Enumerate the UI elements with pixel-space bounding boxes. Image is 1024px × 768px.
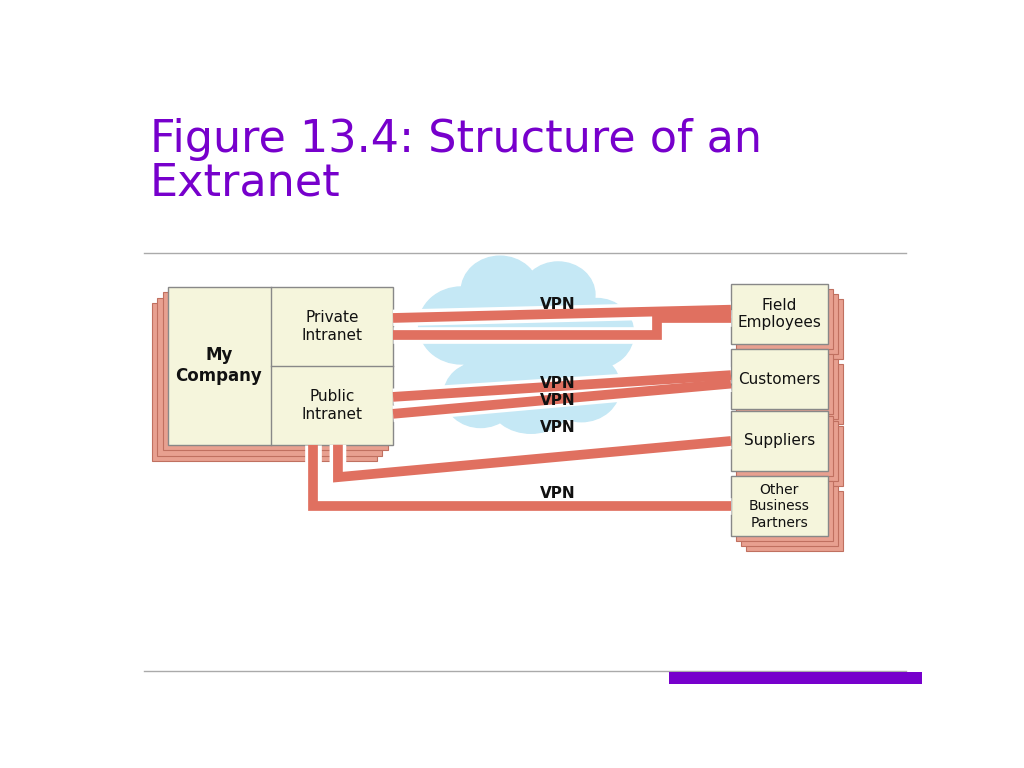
Ellipse shape xyxy=(443,362,517,428)
Text: Customers: Customers xyxy=(738,372,820,387)
FancyBboxPatch shape xyxy=(731,411,827,471)
FancyBboxPatch shape xyxy=(741,294,838,354)
FancyBboxPatch shape xyxy=(163,293,388,450)
Ellipse shape xyxy=(419,287,504,364)
Bar xyxy=(670,672,922,682)
Ellipse shape xyxy=(521,262,595,327)
Text: Private
Intranet: Private Intranet xyxy=(301,310,362,343)
Text: Extranet: Extranet xyxy=(150,161,340,204)
FancyBboxPatch shape xyxy=(741,359,838,419)
Text: VPN: VPN xyxy=(541,393,575,409)
Text: VPN: VPN xyxy=(541,297,575,313)
Text: VPN: VPN xyxy=(541,376,575,392)
FancyBboxPatch shape xyxy=(731,476,827,537)
FancyBboxPatch shape xyxy=(168,287,393,445)
FancyBboxPatch shape xyxy=(731,349,827,409)
Text: VPN: VPN xyxy=(541,486,575,501)
Ellipse shape xyxy=(560,299,634,368)
Text: Public
Intranet: Public Intranet xyxy=(301,389,362,422)
FancyBboxPatch shape xyxy=(746,426,843,486)
FancyBboxPatch shape xyxy=(746,364,843,425)
Ellipse shape xyxy=(490,372,571,433)
FancyBboxPatch shape xyxy=(736,416,833,476)
FancyBboxPatch shape xyxy=(736,289,833,349)
FancyBboxPatch shape xyxy=(741,421,838,481)
FancyBboxPatch shape xyxy=(152,303,377,461)
FancyBboxPatch shape xyxy=(158,298,382,455)
Text: Field
Employees: Field Employees xyxy=(737,298,821,330)
Text: Suppliers: Suppliers xyxy=(743,433,815,449)
FancyBboxPatch shape xyxy=(736,354,833,415)
Ellipse shape xyxy=(463,295,587,410)
FancyBboxPatch shape xyxy=(736,482,833,541)
Text: Other
Business
Partners: Other Business Partners xyxy=(749,483,810,530)
FancyBboxPatch shape xyxy=(741,486,838,547)
Text: Figure 13.4: Structure of an: Figure 13.4: Structure of an xyxy=(150,118,762,161)
Text: My
Company: My Company xyxy=(175,346,262,386)
Ellipse shape xyxy=(461,257,539,326)
Ellipse shape xyxy=(543,353,621,422)
FancyBboxPatch shape xyxy=(746,299,843,359)
FancyBboxPatch shape xyxy=(746,492,843,551)
Bar xyxy=(670,677,922,684)
Text: VPN: VPN xyxy=(541,420,575,435)
FancyBboxPatch shape xyxy=(731,284,827,344)
